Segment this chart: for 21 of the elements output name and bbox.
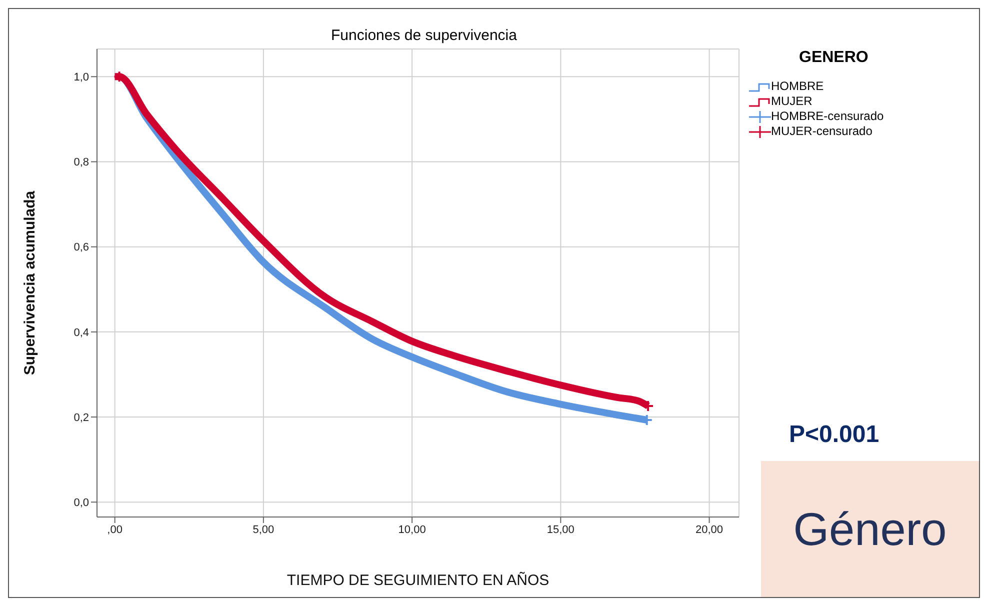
y-tick-label: 1,0	[74, 72, 89, 84]
legend-title: GENERO	[799, 49, 870, 67]
y-axis-title: Supervivencia acumulada	[21, 190, 38, 376]
legend-label: MUJER	[771, 94, 812, 109]
x-tick-label: ,00	[107, 524, 122, 536]
y-tick-label: 0,8	[74, 156, 89, 169]
x-axis-title: TIEMPO DE SEGUIMIENTO EN AÑOS	[286, 571, 550, 589]
y-tick-label: 0,0	[74, 497, 89, 510]
legend-label: HOMBRE	[771, 79, 824, 94]
y-tick-label: 0,6	[74, 242, 89, 254]
text: Género	[793, 502, 947, 556]
y-tick-label: 0,2	[74, 412, 89, 424]
chart-title: Funciones de supervivencia	[331, 27, 517, 44]
y-tick-label: 0,4	[74, 326, 89, 339]
x-tick-label: 5,00	[252, 524, 274, 536]
x-tick-label: 10,00	[398, 524, 426, 536]
text: P<0.001	[789, 421, 880, 449]
x-tick-label: 15,00	[546, 524, 574, 536]
x-tick-label: 20,00	[696, 524, 724, 536]
legend-label: MUJER-censurado	[771, 124, 872, 139]
legend-label: HOMBRE-censurado	[771, 109, 884, 124]
